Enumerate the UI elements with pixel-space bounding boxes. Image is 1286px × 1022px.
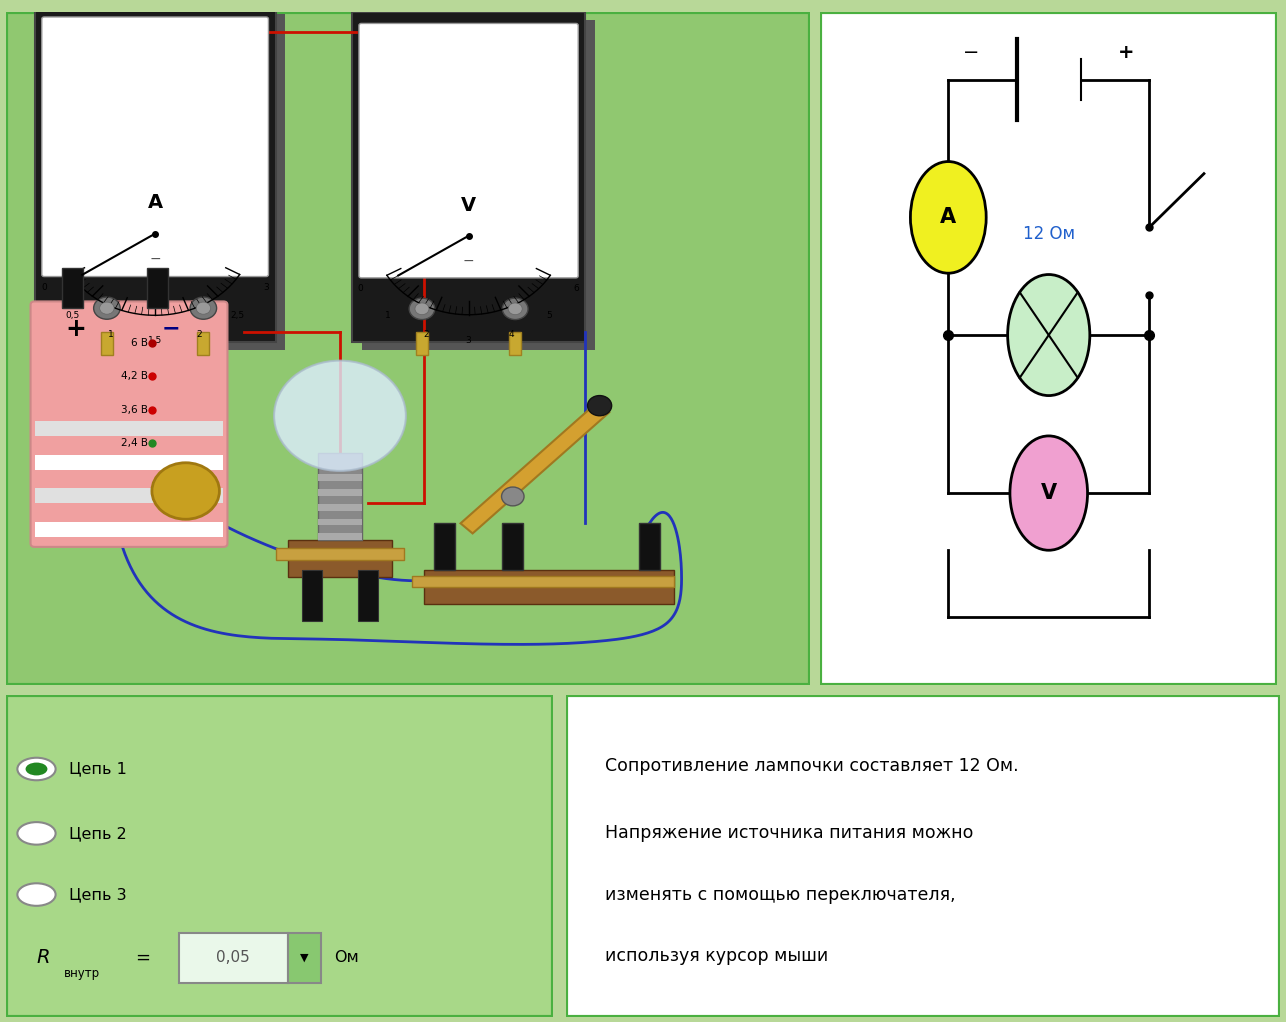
Circle shape [588,396,612,416]
Text: 1,5: 1,5 [148,336,162,345]
Text: 2: 2 [197,330,202,339]
Bar [100,332,113,356]
Text: используя курсор мыши: используя курсор мыши [606,946,828,965]
Text: 0: 0 [358,283,364,292]
Circle shape [190,297,216,319]
Bar [302,570,322,620]
Circle shape [94,297,120,319]
Text: V: V [1040,483,1057,503]
Text: 3: 3 [466,336,472,344]
Bar [44,13,285,350]
Text: внутр: внутр [64,967,100,980]
Bar [318,453,361,541]
Text: 2,4 В: 2,4 В [121,438,148,449]
Bar [35,522,224,537]
Bar [503,523,523,570]
Text: +: + [1118,43,1134,62]
Bar [359,570,378,620]
Text: ▼: ▼ [300,953,309,963]
Text: 0,05: 0,05 [216,950,249,966]
Text: +: + [66,317,86,340]
Text: 2: 2 [423,329,428,338]
Circle shape [274,361,406,471]
Text: A: A [148,193,163,213]
Text: 3: 3 [264,283,269,291]
Text: 6: 6 [574,283,580,292]
Circle shape [502,487,525,506]
Bar [35,5,275,341]
Text: −: − [463,253,475,268]
Bar [147,268,167,309]
Bar [275,548,404,560]
Bar [424,570,674,604]
Circle shape [26,762,48,776]
Text: −: − [161,319,180,338]
Text: Цепь 2: Цепь 2 [69,826,127,841]
Text: изменять с помощью переключателя,: изменять с помощью переключателя, [606,885,955,903]
Bar [288,541,392,577]
Bar [62,268,82,309]
Text: 0: 0 [41,283,48,291]
FancyBboxPatch shape [359,24,579,278]
Circle shape [1010,436,1088,550]
Text: $R$: $R$ [36,947,50,967]
Circle shape [503,298,529,320]
Text: 12 Ом: 12 Ом [1022,225,1075,243]
Bar [35,421,224,436]
Circle shape [18,757,55,780]
Text: 1: 1 [108,330,114,339]
Text: 0,5: 0,5 [66,312,80,320]
Polygon shape [460,403,610,533]
Text: 5: 5 [547,312,552,320]
Bar [413,576,674,588]
Text: 3,6 В: 3,6 В [121,405,148,415]
FancyBboxPatch shape [179,933,288,983]
Text: Цепь 1: Цепь 1 [69,761,127,777]
Text: 1: 1 [386,312,391,320]
Circle shape [152,463,220,519]
Text: A: A [940,207,957,227]
Text: 4,2 В: 4,2 В [121,371,148,381]
Bar [197,332,210,356]
Bar [318,533,361,541]
Text: 6 В: 6 В [131,338,148,347]
Bar [318,504,361,511]
Circle shape [508,303,522,315]
Text: −: − [149,252,161,266]
Bar [352,12,585,341]
Circle shape [18,822,55,844]
Text: Ом: Ом [334,949,359,965]
Text: −: − [963,43,980,62]
Text: Напряжение источника питания можно: Напряжение источника питания можно [606,825,974,842]
Circle shape [18,883,55,905]
Text: V: V [460,196,476,216]
Bar [318,490,361,496]
Bar [35,455,224,470]
FancyBboxPatch shape [41,17,269,277]
Circle shape [910,161,986,273]
Bar [509,332,521,356]
Text: 2,5: 2,5 [230,312,244,320]
Circle shape [409,298,435,320]
Text: =: = [135,948,150,967]
Bar [639,523,660,570]
Bar [318,518,361,525]
Bar [361,20,594,350]
Circle shape [1008,275,1089,396]
Text: 4: 4 [508,329,514,338]
Circle shape [100,303,114,314]
Text: Цепь 3: Цепь 3 [69,887,127,902]
Bar [318,474,361,481]
FancyBboxPatch shape [288,933,320,983]
Bar [435,523,455,570]
Circle shape [415,303,430,315]
Circle shape [195,303,211,314]
FancyBboxPatch shape [31,301,228,547]
Bar [417,332,428,356]
Bar [35,489,224,503]
Text: Сопротивление лампочки составляет 12 Ом.: Сопротивление лампочки составляет 12 Ом. [606,756,1019,775]
